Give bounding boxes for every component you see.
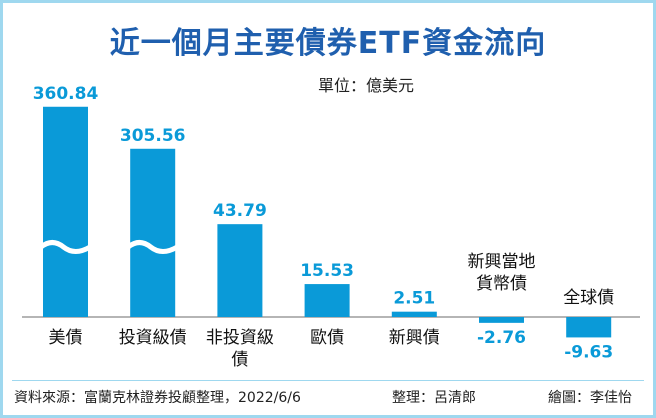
value-label: 360.84: [33, 84, 99, 104]
value-label: 15.53: [300, 261, 354, 281]
bar: [43, 106, 88, 317]
editor-credit: 整理：呂清郎: [392, 390, 476, 406]
category-label: 債: [231, 350, 248, 370]
bar: [304, 284, 350, 317]
category-label: 歐債: [310, 328, 344, 348]
value-label: -9.63: [564, 342, 613, 362]
footer-divider: [12, 380, 644, 381]
category-label: 新興當地: [468, 252, 536, 272]
category-label: 貨幣債: [476, 274, 527, 294]
axis-break-mark: [39, 240, 92, 254]
category-label: 非投資級: [206, 328, 274, 348]
bar: [566, 317, 612, 338]
artist-credit: 繪圖：李佳怡: [548, 390, 632, 406]
category-label: 全球債: [563, 288, 614, 308]
value-label: 305.56: [120, 126, 186, 146]
chart-title: 近一個月主要債券ETF資金流向: [109, 26, 547, 61]
category-label: 新興債: [389, 328, 440, 348]
bar: [479, 317, 524, 323]
bar: [217, 224, 263, 317]
value-label: 2.51: [393, 289, 435, 309]
value-label: 43.79: [213, 201, 267, 221]
axis-break-mark: [126, 240, 179, 254]
bar: [391, 311, 437, 317]
unit-label: 單位：億美元: [318, 76, 415, 95]
category-label: 投資級債: [119, 328, 187, 348]
source-note: 資料來源：富蘭克林證券投顧整理，2022/6/6: [14, 390, 301, 406]
value-label: -2.76: [477, 328, 526, 348]
bar: [130, 148, 176, 317]
category-label: 美債: [49, 328, 83, 348]
